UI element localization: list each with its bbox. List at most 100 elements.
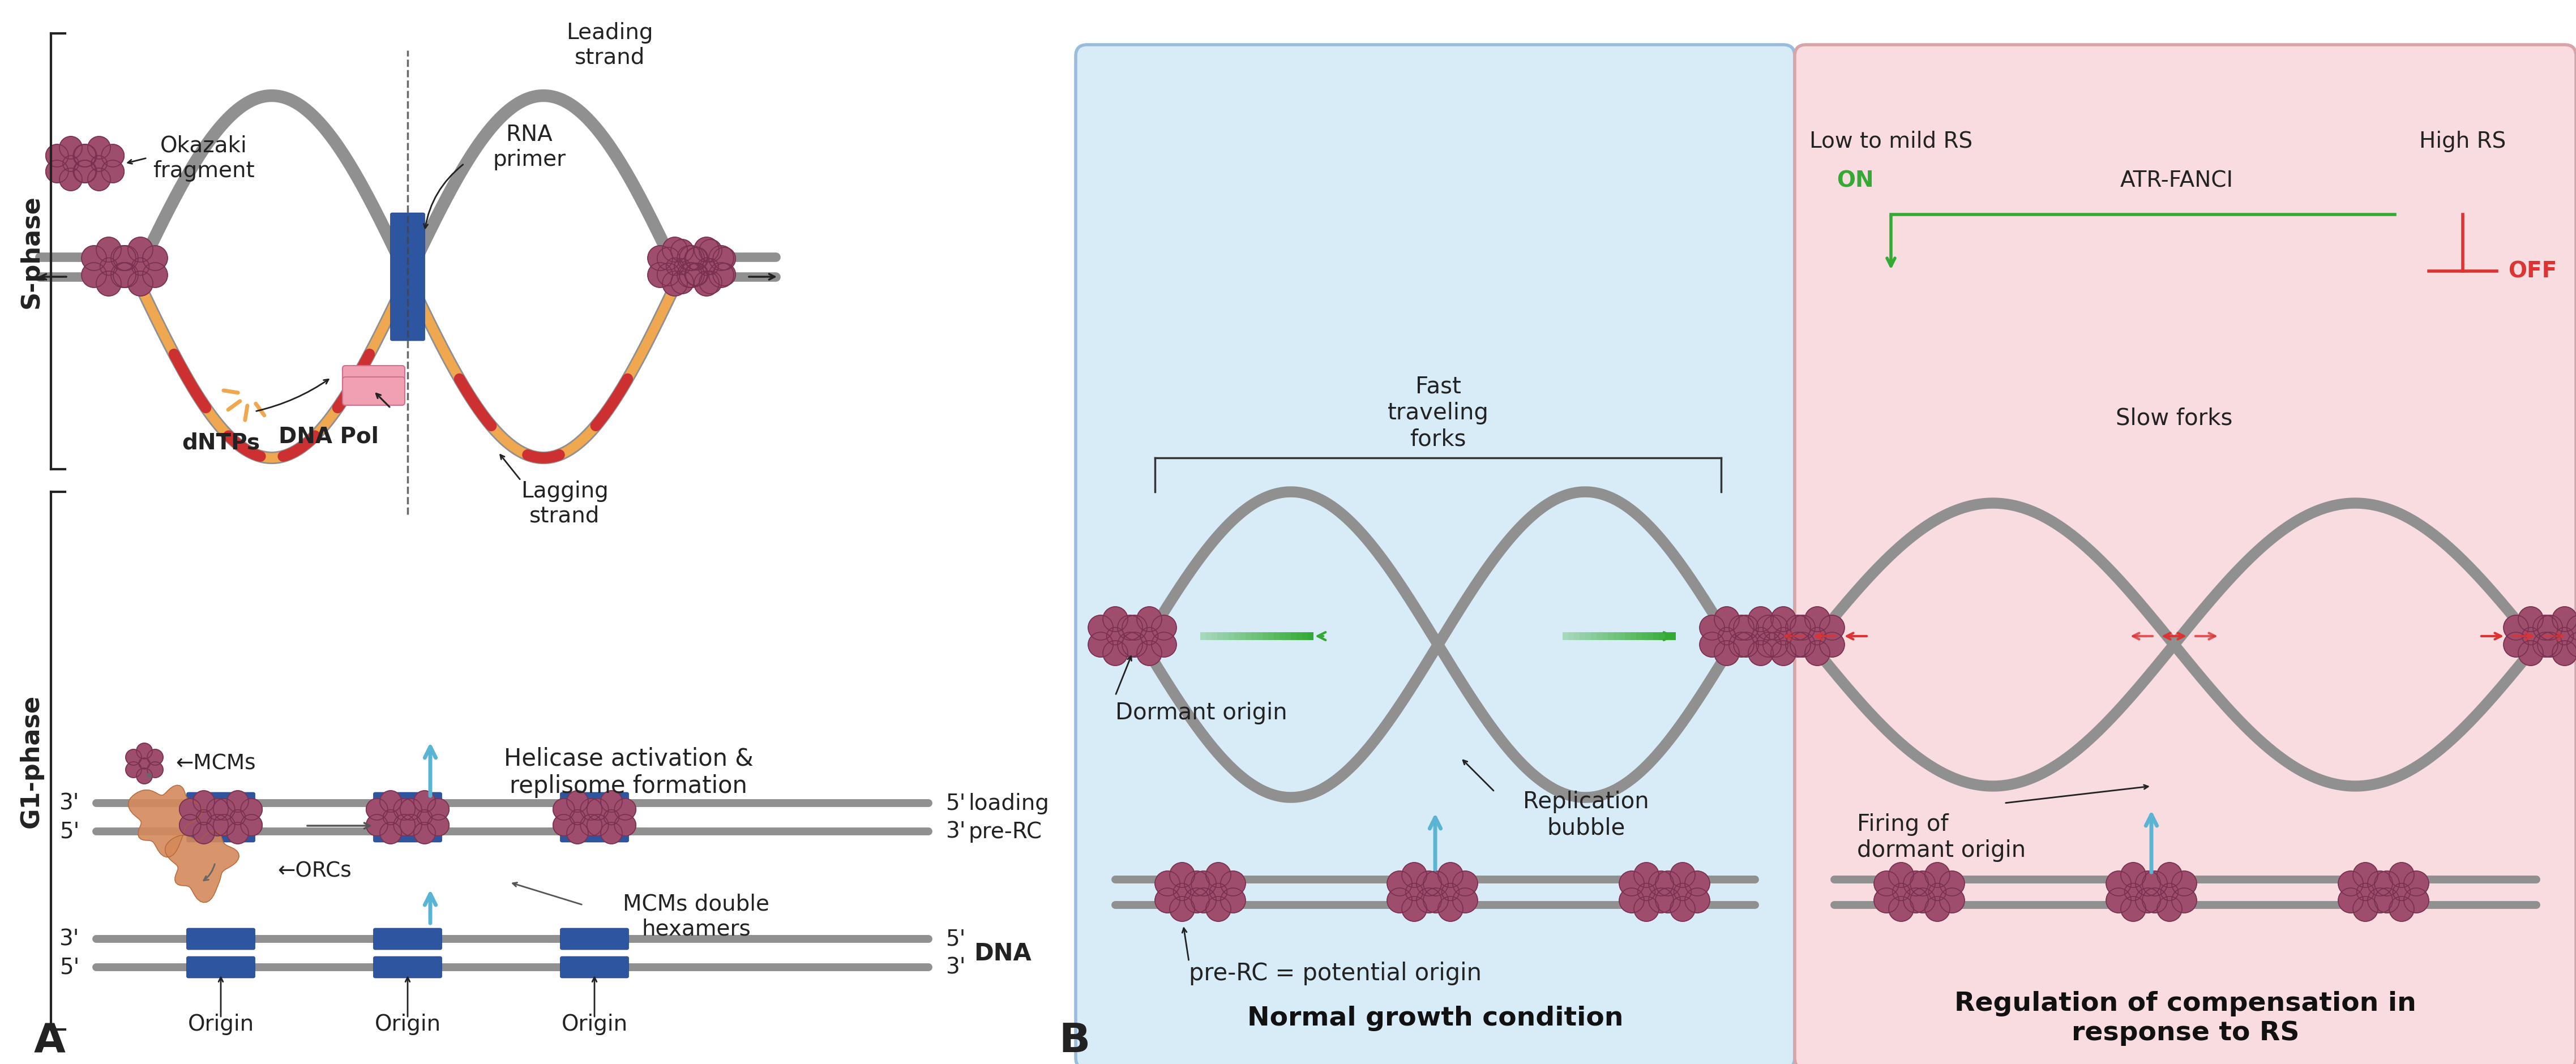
Circle shape (129, 271, 152, 297)
Circle shape (647, 263, 672, 288)
Circle shape (180, 815, 201, 836)
Circle shape (1940, 871, 1965, 896)
Text: pre-RC: pre-RC (969, 820, 1041, 843)
Circle shape (100, 161, 124, 183)
Circle shape (1633, 897, 1659, 921)
Circle shape (580, 815, 603, 836)
Circle shape (142, 263, 167, 288)
Circle shape (2537, 615, 2563, 641)
Circle shape (1206, 863, 1231, 887)
Circle shape (206, 815, 229, 836)
Circle shape (417, 810, 433, 825)
Text: Origin: Origin (562, 1013, 629, 1034)
Circle shape (2504, 632, 2530, 658)
Circle shape (394, 815, 415, 836)
Circle shape (600, 822, 623, 844)
Circle shape (1924, 863, 1950, 887)
Circle shape (415, 822, 435, 844)
Circle shape (1417, 888, 1443, 913)
Circle shape (126, 749, 142, 765)
Circle shape (1790, 615, 1816, 641)
FancyBboxPatch shape (185, 957, 255, 978)
Circle shape (698, 239, 721, 263)
Circle shape (137, 768, 152, 784)
Circle shape (677, 263, 703, 288)
Circle shape (72, 161, 95, 183)
Circle shape (2522, 628, 2540, 645)
Text: Firing of
dormant origin: Firing of dormant origin (1857, 813, 2025, 862)
Circle shape (59, 137, 82, 160)
Circle shape (667, 259, 683, 276)
Polygon shape (129, 785, 204, 858)
Circle shape (1443, 883, 1458, 901)
Circle shape (1185, 871, 1208, 896)
Text: Slow forks: Slow forks (2115, 408, 2233, 430)
Circle shape (2143, 888, 2166, 913)
Circle shape (1108, 628, 1123, 645)
Circle shape (46, 145, 70, 167)
Text: MCMs double
hexamers: MCMs double hexamers (623, 893, 770, 940)
Circle shape (2375, 871, 2398, 896)
Circle shape (1136, 606, 1162, 632)
Circle shape (1775, 628, 1793, 645)
Text: loading: loading (969, 793, 1048, 814)
Circle shape (1154, 888, 1180, 913)
Circle shape (1386, 888, 1412, 913)
Circle shape (670, 271, 693, 294)
Circle shape (88, 168, 111, 192)
Circle shape (129, 237, 152, 263)
Circle shape (693, 237, 719, 263)
Text: 3': 3' (945, 957, 966, 978)
Circle shape (72, 145, 95, 167)
Text: 3': 3' (59, 793, 80, 814)
Text: dNTPs: dNTPs (183, 432, 260, 453)
Circle shape (88, 137, 111, 160)
Circle shape (685, 248, 708, 270)
Circle shape (2504, 615, 2530, 641)
Circle shape (1904, 888, 1929, 913)
Circle shape (394, 799, 415, 820)
Circle shape (1700, 632, 1723, 658)
Circle shape (2136, 871, 2161, 896)
Circle shape (2403, 871, 2429, 896)
Circle shape (1185, 888, 1208, 913)
Circle shape (670, 239, 693, 263)
Text: DNA: DNA (974, 942, 1030, 965)
FancyBboxPatch shape (559, 793, 629, 814)
Circle shape (75, 161, 98, 183)
Circle shape (1118, 615, 1144, 641)
Text: ←MCMs: ←MCMs (175, 753, 255, 774)
Text: High RS: High RS (2419, 131, 2506, 152)
Circle shape (131, 259, 149, 276)
Circle shape (126, 762, 142, 778)
Circle shape (1700, 615, 1723, 641)
Circle shape (2172, 871, 2197, 896)
Text: 5': 5' (945, 928, 966, 950)
Text: 5': 5' (945, 793, 966, 814)
Text: DNA Pol: DNA Pol (278, 426, 379, 448)
Circle shape (1808, 628, 1826, 645)
Circle shape (569, 810, 585, 825)
Circle shape (1190, 871, 1216, 896)
Circle shape (685, 264, 708, 286)
Circle shape (1762, 632, 1788, 658)
Circle shape (1437, 897, 1463, 921)
Circle shape (1790, 632, 1816, 658)
Circle shape (82, 246, 106, 271)
Circle shape (428, 799, 448, 820)
Circle shape (647, 246, 672, 271)
Circle shape (662, 237, 688, 263)
Circle shape (2532, 632, 2558, 658)
Circle shape (554, 815, 574, 836)
Circle shape (113, 246, 139, 271)
Circle shape (1940, 888, 1965, 913)
Circle shape (616, 799, 636, 820)
Circle shape (415, 791, 435, 812)
Text: Leading
strand: Leading strand (567, 22, 654, 68)
Circle shape (147, 749, 162, 765)
Circle shape (2352, 863, 2378, 887)
Circle shape (2532, 615, 2558, 641)
Text: 3': 3' (59, 928, 80, 950)
Circle shape (2367, 871, 2393, 896)
FancyBboxPatch shape (185, 820, 255, 843)
